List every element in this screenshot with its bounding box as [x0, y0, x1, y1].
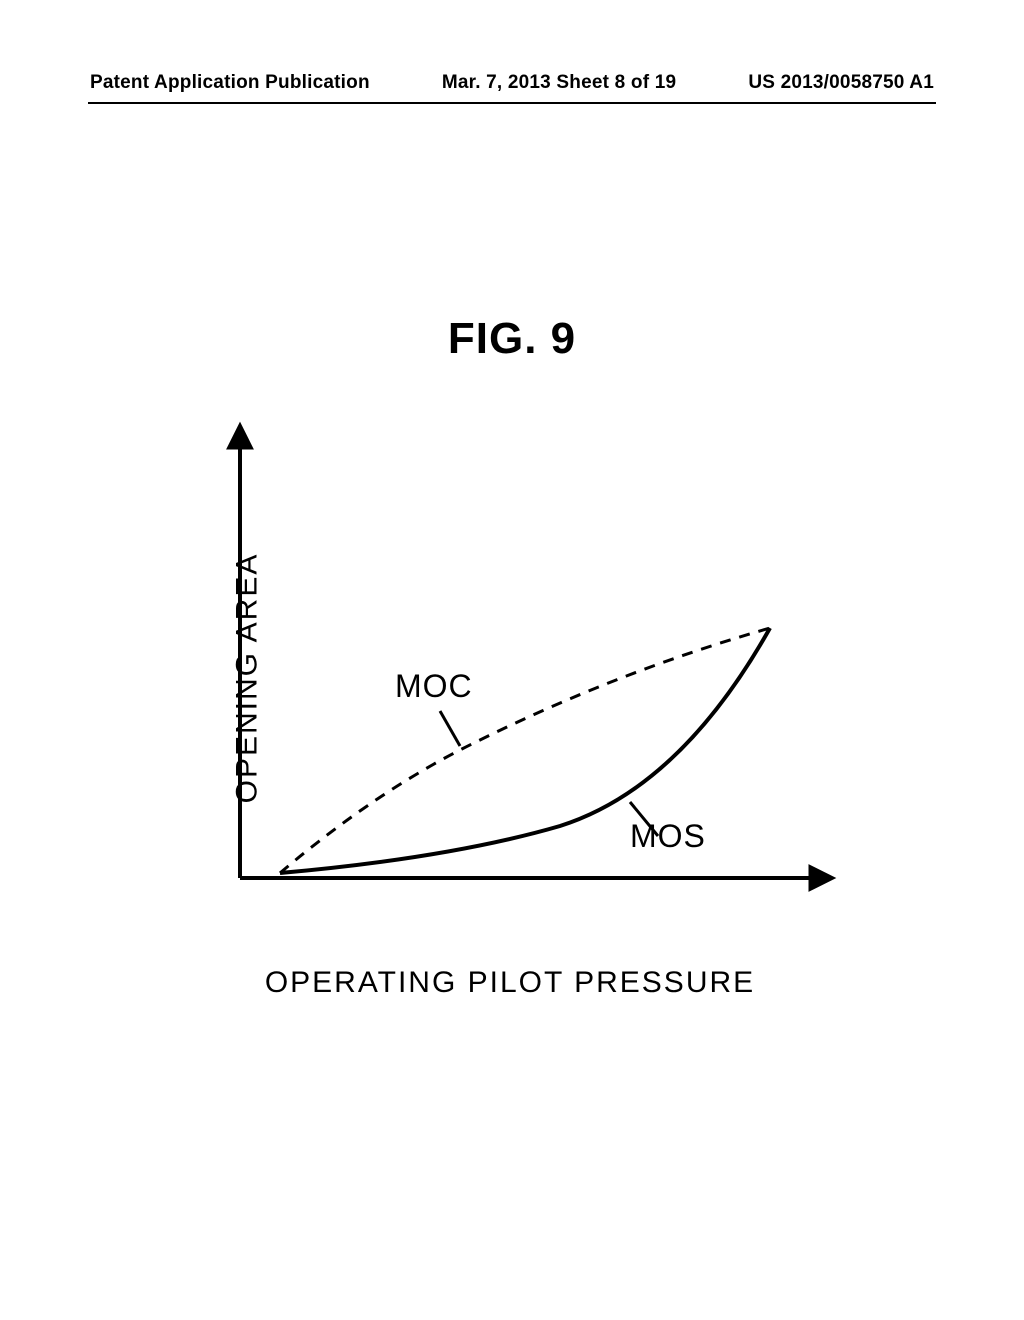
header-left: Patent Application Publication: [90, 72, 370, 94]
label-mos: MOS: [630, 818, 706, 855]
header-underline: [88, 102, 936, 104]
label-moc: MOC: [395, 668, 473, 705]
figure-title: FIG. 9: [0, 314, 1024, 364]
header-right: US 2013/0058750 A1: [748, 72, 934, 94]
header-row: Patent Application Publication Mar. 7, 2…: [90, 72, 934, 94]
chart-container: OPENING AREA OPERATING PILOT PRESSURE MO…: [150, 418, 870, 938]
page: Patent Application Publication Mar. 7, 2…: [0, 0, 1024, 1320]
y-axis-label: OPENING AREA: [230, 553, 264, 804]
moc-pointer: [440, 711, 460, 746]
page-header: Patent Application Publication Mar. 7, 2…: [0, 72, 1024, 94]
x-axis-label: OPERATING PILOT PRESSURE: [150, 966, 870, 1000]
header-center: Mar. 7, 2013 Sheet 8 of 19: [442, 72, 676, 94]
